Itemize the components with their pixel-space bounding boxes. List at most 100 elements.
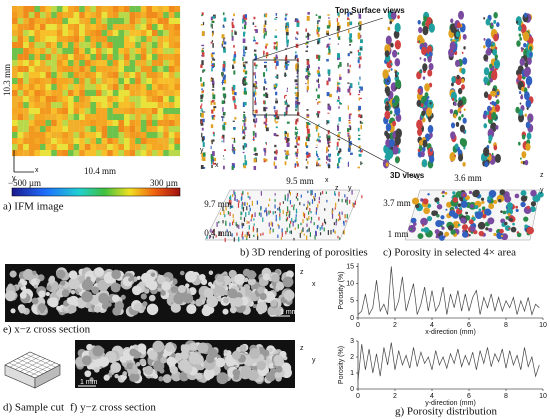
pore: [337, 82, 341, 85]
pore: [462, 231, 469, 238]
texture: [120, 294, 126, 300]
pore: [294, 56, 297, 60]
ifm-pixel: [157, 30, 164, 37]
ifm-pixel: [68, 60, 74, 67]
texture: [215, 357, 226, 368]
pore: [234, 51, 236, 57]
ifm-pixel: [157, 132, 164, 139]
pore: [222, 80, 224, 86]
ifm-pixel: [23, 126, 29, 133]
pore: [317, 163, 320, 167]
ifm-pixel: [62, 36, 69, 43]
pore: [357, 137, 361, 141]
pore: [275, 126, 278, 129]
ifm-pixel: [56, 126, 63, 133]
ifm-pixel: [135, 114, 141, 121]
texture: [257, 286, 265, 294]
pore: [311, 199, 314, 204]
pore: [495, 125, 499, 130]
pore: [307, 122, 311, 126]
ifm-pixel: [152, 120, 158, 127]
pore: [359, 148, 362, 152]
ifm-pixel: [12, 42, 18, 49]
pore: [336, 99, 340, 102]
pore: [270, 221, 272, 226]
ifm-pixel: [23, 18, 29, 25]
pore: [281, 228, 283, 233]
ifm-pixel: [45, 150, 52, 157]
ifm-pixel: [107, 78, 113, 85]
texture: [18, 305, 27, 314]
pore: [286, 216, 289, 221]
ifm-pixel: [62, 66, 69, 73]
pore: [297, 101, 301, 105]
texture: [170, 286, 178, 294]
pore: [246, 234, 248, 239]
y-tick-label: 5: [350, 298, 354, 305]
pore: [238, 200, 240, 204]
pore: [222, 220, 224, 224]
ifm-pixel: [62, 90, 69, 97]
pore: [420, 103, 424, 108]
pore: [253, 114, 256, 118]
texture: [217, 297, 223, 302]
ifm-pixel: [79, 102, 85, 109]
pore: [273, 133, 277, 136]
pore: [213, 114, 216, 118]
texture: [97, 279, 109, 292]
pore: [231, 90, 235, 95]
pore: [458, 10, 465, 20]
pore: [349, 51, 353, 54]
pore: [317, 57, 321, 61]
pore: [394, 156, 400, 164]
ifm-pixel: [28, 84, 35, 91]
ifm-pixel: [168, 114, 175, 121]
ifm-pixel: [118, 150, 125, 157]
pore: [515, 208, 519, 213]
axis-letter: z: [300, 345, 304, 352]
pore: [246, 220, 248, 224]
pore: [299, 202, 301, 206]
ifm-pixel: [152, 36, 158, 43]
pore: [242, 57, 244, 61]
ifm-pixel: [56, 102, 63, 109]
ifm-pixel: [62, 96, 69, 103]
pore: [244, 126, 247, 130]
ifm-pixel: [118, 36, 125, 43]
texture: [160, 290, 166, 296]
pore: [500, 210, 503, 213]
volume-outline: [204, 189, 361, 241]
pore: [276, 42, 278, 47]
pore: [242, 102, 245, 107]
pore: [326, 31, 330, 36]
ifm-pixel: [135, 120, 141, 127]
pore: [200, 105, 202, 109]
ifm-pixel: [73, 138, 80, 145]
ifm-pixel: [124, 30, 130, 37]
pore: [348, 121, 351, 124]
pore: [494, 104, 501, 113]
pore: [233, 137, 236, 141]
pore: [327, 230, 329, 235]
ifm-pixel: [79, 144, 85, 151]
texture: [143, 288, 150, 294]
pore: [424, 100, 428, 106]
pore: [249, 207, 251, 212]
ifm-pixel: [96, 48, 102, 55]
texture: [186, 303, 197, 315]
pore: [317, 114, 320, 118]
pore: [296, 193, 298, 197]
pore: [243, 49, 245, 54]
ifm-pixel: [174, 90, 181, 97]
pore: [458, 99, 463, 107]
pore: [294, 19, 298, 23]
ifm-pixel: [124, 108, 130, 115]
ifm-pixel: [40, 54, 46, 61]
pore: [263, 158, 266, 161]
pore: [222, 125, 225, 130]
ifm-pixel: [140, 108, 147, 115]
ifm-pixel: [51, 114, 57, 121]
pore: [276, 109, 278, 113]
pore: [244, 160, 248, 166]
texture: [200, 286, 205, 291]
